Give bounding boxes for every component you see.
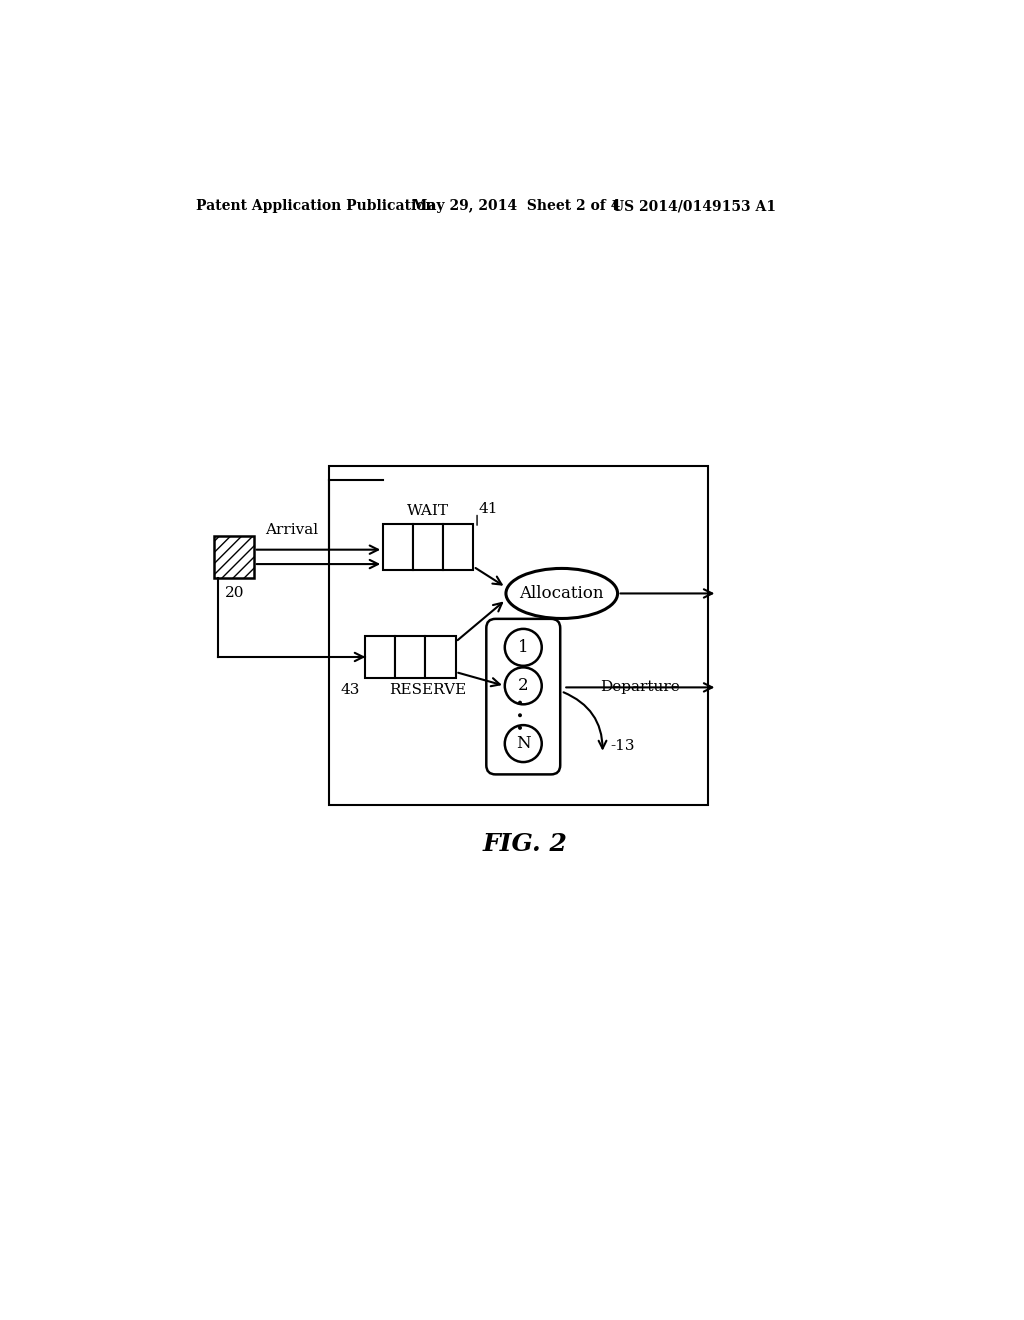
Text: FIG. 2: FIG. 2 [482,832,567,855]
Text: WAIT: WAIT [407,504,449,517]
Text: Allocation: Allocation [519,585,604,602]
Bar [383,524,413,570]
Text: May 29, 2014  Sheet 2 of 4: May 29, 2014 Sheet 2 of 4 [412,199,620,213]
Text: US 2014/0149153 A1: US 2014/0149153 A1 [611,199,776,213]
Ellipse shape [506,569,617,619]
Text: RESERVE: RESERVE [389,682,466,697]
Circle shape [505,725,542,762]
Bar [330,466,708,805]
Text: 1: 1 [518,639,528,656]
Bar [214,536,254,578]
Circle shape [505,628,542,665]
Bar [366,636,395,678]
Text: • • •: • • • [516,698,530,731]
Text: Patent Application Publication: Patent Application Publication [196,199,435,213]
Bar [413,524,443,570]
Bar [395,636,425,678]
Circle shape [505,668,542,705]
Text: N: N [516,735,530,752]
Text: -13: -13 [610,739,635,752]
Text: 43: 43 [341,682,360,697]
Text: 20: 20 [224,586,245,601]
Text: 41: 41 [478,502,498,516]
Text: Arrival: Arrival [265,523,318,536]
FancyArrowPatch shape [563,692,606,748]
Text: 2: 2 [518,677,528,694]
Bar [443,524,473,570]
Bar [425,636,456,678]
Text: Departure: Departure [600,680,680,694]
